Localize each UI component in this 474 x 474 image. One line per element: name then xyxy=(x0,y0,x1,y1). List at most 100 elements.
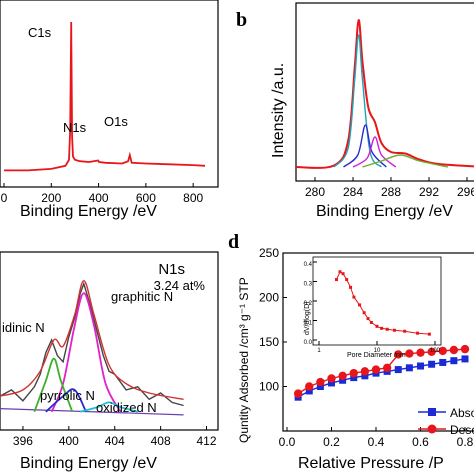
panel-b-x-tick-label: 296 xyxy=(457,185,474,199)
legend-marker-deso xyxy=(427,424,437,434)
isotherm-line-abso xyxy=(297,358,466,398)
atomic-percent: 3.24 at% xyxy=(154,278,206,293)
isotherm-line-deso xyxy=(297,348,466,395)
panel-b-x-tick-label: 280 xyxy=(305,185,325,199)
inset-y-tick-label: 0.4 xyxy=(304,262,313,268)
pyridinic-n-label: idinic N xyxy=(2,320,45,335)
n1s-series-4 xyxy=(45,388,87,413)
pore-size-point xyxy=(338,270,342,274)
abso-point xyxy=(417,362,424,370)
abso-point xyxy=(305,387,313,395)
pore-size-point xyxy=(334,278,338,282)
pore-size-point xyxy=(366,317,370,321)
inset-y-tick-label: 0.3 xyxy=(304,282,313,288)
n1s-label: N1s xyxy=(63,120,87,135)
n1s-series-5 xyxy=(80,401,138,413)
panel-b-x-tick-label: 288 xyxy=(381,185,401,199)
panel-a-x-tick-label: 600 xyxy=(136,191,156,205)
pore-size-point xyxy=(375,324,379,328)
deso-point xyxy=(438,346,447,356)
pore-size-point xyxy=(349,285,353,289)
panel-a-x-tick-label: 400 xyxy=(89,191,109,205)
deso-point xyxy=(293,389,303,398)
panel-c-x-tick-label: 412 xyxy=(197,434,217,448)
legend-label-deso: Deso xyxy=(450,423,474,437)
n1s-title: N1s xyxy=(158,261,185,278)
panel-d-x-tick-label: 0.4 xyxy=(368,435,385,449)
pyrrolic-n-label: pyrrolic N xyxy=(40,388,95,403)
inset-frame xyxy=(312,256,442,346)
panel-d-y-tick-label: 100 xyxy=(259,380,279,394)
abso-point xyxy=(461,355,469,363)
inset-x-tick-label: 1 xyxy=(317,348,321,354)
panel-c-x-tick-label: 396 xyxy=(13,434,33,448)
panel-b-x-tick-label: 284 xyxy=(343,185,363,199)
abso-point xyxy=(328,379,335,387)
pore-size-point xyxy=(345,278,349,282)
deso-point xyxy=(349,368,358,378)
o1s-label: O1s xyxy=(104,114,128,129)
c1s-component-0 xyxy=(295,18,474,169)
panel-c-x-tick-label: 400 xyxy=(59,434,79,448)
abso-point xyxy=(450,357,458,365)
panel-a-x-tick-label: 200 xyxy=(41,191,61,205)
panel-d: d 0.0 0.2 0.4 0.6 0.8 100 150 200 250 Quntity Ad… xyxy=(228,231,474,472)
panel-d-x-tick-label: 0.8 xyxy=(457,435,474,449)
panel-b-letter: b xyxy=(236,9,247,31)
panel-b: b 280 284 288 292 296 Intensity /a.u. Bindin… xyxy=(236,2,474,220)
pore-size-point xyxy=(427,332,431,336)
panel-a-x-tick-label: 0 xyxy=(1,191,8,205)
deso-point xyxy=(460,344,470,354)
deso-point xyxy=(382,363,392,373)
panel-c-x-tick-label: 408 xyxy=(151,434,171,448)
c1s-component-2 xyxy=(343,124,387,168)
deso-point xyxy=(316,377,325,387)
inset-y-label: dV/dlog(D) xyxy=(304,302,311,335)
pore-size-point xyxy=(403,329,407,333)
panel-a: 0 200 400 600 800 C1s N1s O1s Binding Energy… xyxy=(0,0,219,220)
c1s-component-1 xyxy=(333,34,383,168)
abso-point xyxy=(339,376,347,384)
inset-y-tick-label: 0.0 xyxy=(304,340,313,346)
panel-a-x-label: Binding Energy /eV xyxy=(20,203,157,220)
abso-point xyxy=(394,366,402,374)
panel-b-x-tick-label: 292 xyxy=(419,185,439,199)
deso-point xyxy=(371,365,381,374)
panel-d-x-tick-label: 0.6 xyxy=(412,435,429,449)
panel-d-y-tick-label: 250 xyxy=(259,246,279,260)
c1s-component-4 xyxy=(362,154,449,168)
abso-point xyxy=(361,372,369,380)
graphitic-n-label: graphitic N xyxy=(111,289,173,304)
deso-point xyxy=(360,367,370,376)
pore-size-point xyxy=(341,272,345,276)
panel-b-frame xyxy=(295,2,474,182)
deso-point xyxy=(305,382,314,391)
pore-size-point xyxy=(380,326,384,330)
legend-marker-abso xyxy=(428,408,436,416)
panel-b-y-label: Intensity /a.u. xyxy=(270,63,287,158)
deso-point xyxy=(327,374,336,383)
legend: Abso Deso xyxy=(418,406,474,437)
abso-point xyxy=(316,383,324,390)
deso-point xyxy=(405,349,414,358)
pore-size-point xyxy=(416,331,420,335)
deso-point xyxy=(449,345,459,355)
panel-c: 396 400 404 408 412 N1s 3.24 at% graphitic N… xyxy=(0,251,219,472)
pore-size-point xyxy=(352,295,356,299)
deso-point xyxy=(416,348,425,357)
panel-d-letter: d xyxy=(228,231,239,253)
panel-a-x-tick-label: 800 xyxy=(183,191,203,205)
pore-size-point xyxy=(362,311,366,315)
panel-c-frame xyxy=(0,251,219,431)
panel-c-x-tick-label: 404 xyxy=(105,434,125,448)
panel-d-y-tick-label: 200 xyxy=(259,291,279,305)
panel-d-x-tick-label: 0.2 xyxy=(323,435,340,449)
pore-size-inset: 1 10 100 0.0 0.1 0.2 0.3 0.4 dV/dlog(D) Pore Di… xyxy=(304,256,442,359)
pore-size-point xyxy=(385,327,389,331)
n1s-series-3 xyxy=(33,357,74,413)
panel-d-x-label: Relative Pressure /P xyxy=(298,455,444,472)
deso-point xyxy=(394,350,403,359)
panel-d-x-tick-label: 0.0 xyxy=(279,435,296,449)
panel-a-frame xyxy=(0,0,219,188)
survey-spectrum-line xyxy=(4,21,206,172)
